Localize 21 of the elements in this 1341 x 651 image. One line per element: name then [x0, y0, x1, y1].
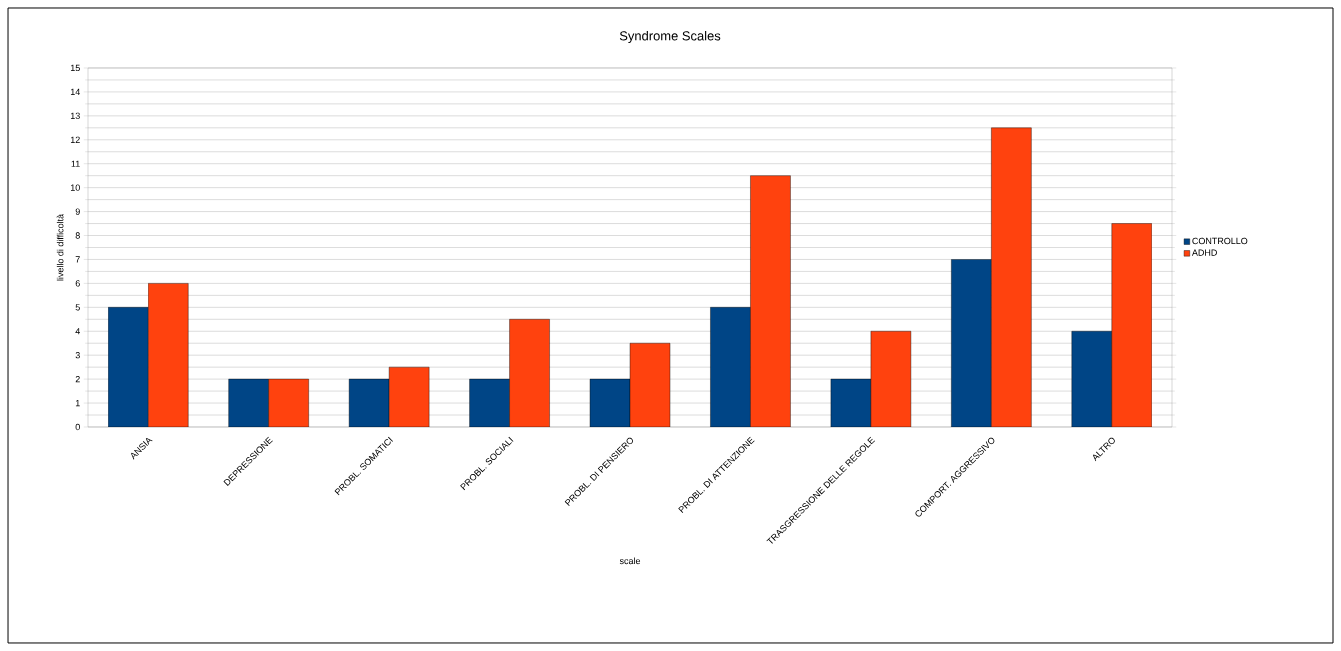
y-tick-label: 2: [75, 375, 80, 383]
y-tick-label: 0: [75, 423, 80, 431]
chart-title: Syndrome Scales: [619, 30, 721, 44]
x-axis-title: scale: [619, 557, 641, 565]
y-tick-label: 3: [75, 352, 80, 359]
legend-label: ADHD: [1191, 249, 1217, 256]
y-tick-label: 8: [75, 232, 80, 239]
y-tick-label: 4: [75, 328, 80, 335]
y-tick-label: 9: [75, 208, 80, 215]
y-tick-label: 12: [70, 136, 80, 143]
y-tick-label: 1: [75, 399, 80, 407]
y-tick-label: 7: [75, 256, 80, 263]
y-tick-label: 11: [71, 160, 80, 167]
y-tick-label: 15: [70, 64, 80, 72]
y-axis-title: livello di difficoltà: [56, 213, 64, 281]
y-tick-label: 14: [70, 88, 80, 95]
y-tick-label: 13: [70, 112, 80, 120]
y-tick-label: 10: [70, 184, 80, 191]
y-tick-label: 6: [75, 280, 80, 287]
legend-label: CONTROLLO: [1192, 237, 1248, 245]
y-tick-label: 5: [75, 304, 80, 311]
